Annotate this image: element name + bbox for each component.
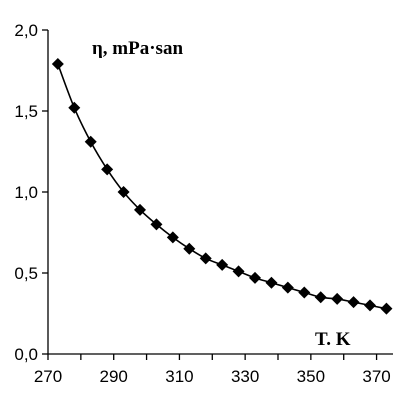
data-point — [232, 265, 245, 278]
data-point — [150, 218, 163, 231]
data-point — [51, 58, 64, 71]
data-point — [265, 276, 278, 289]
data-point — [134, 203, 146, 216]
x-tick-label: 270 — [34, 367, 62, 386]
y-tick-label: 0,0 — [14, 345, 38, 364]
y-tick-label: 1,0 — [14, 183, 38, 202]
data-point — [216, 258, 229, 271]
data-point — [347, 296, 360, 309]
y-axis-title: η, mPa·san — [92, 38, 183, 59]
data-point — [68, 101, 81, 114]
y-tick-label: 2,0 — [14, 21, 38, 40]
data-point — [331, 292, 344, 305]
data-point — [199, 252, 212, 265]
x-tick-label: 350 — [297, 367, 325, 386]
series-line — [57, 63, 387, 310]
x-tick-label: 370 — [362, 367, 390, 386]
data-point — [314, 291, 327, 304]
data-point — [298, 286, 311, 299]
y-axis-ticks: 0,0 0,5 1,0 1,5 2,0 — [14, 21, 48, 364]
data-point — [117, 186, 130, 198]
x-axis-ticks: 270 290 310 330 350 370 — [34, 354, 391, 386]
data-point — [364, 299, 376, 312]
y-tick-label: 1,5 — [14, 102, 38, 121]
x-tick-label: 330 — [231, 367, 259, 386]
data-point — [101, 163, 114, 176]
x-axis-title: T. K — [315, 329, 351, 350]
data-point — [84, 135, 97, 148]
y-tick-label: 0,5 — [14, 264, 38, 283]
data-point — [380, 302, 393, 315]
data-points — [51, 58, 393, 315]
data-point — [183, 242, 196, 255]
data-point — [249, 271, 261, 284]
x-tick-label: 310 — [165, 367, 193, 386]
data-point — [281, 281, 294, 294]
x-tick-label: 290 — [100, 367, 128, 386]
data-point — [166, 231, 179, 244]
